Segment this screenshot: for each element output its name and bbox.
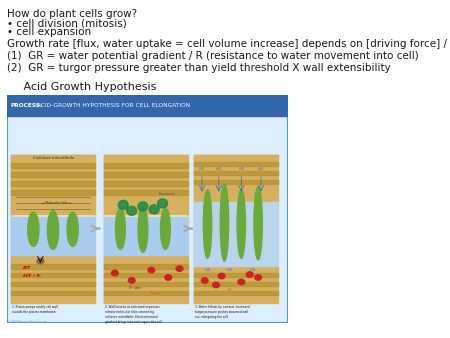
Text: • cell division (mitosis): • cell division (mitosis) <box>7 18 126 28</box>
Text: Acid Growth Hypothesis: Acid Growth Hypothesis <box>13 82 157 92</box>
Text: Growth rate [flux, water uptake = cell volume increase] depends on [driving forc: Growth rate [flux, water uptake = cell v… <box>7 39 450 49</box>
Text: • cell expansion: • cell expansion <box>7 27 91 37</box>
Text: How do plant cells grow?: How do plant cells grow? <box>7 9 137 19</box>
Text: (1)  GR = water potential gradient / R (resistance to water movement into cell): (1) GR = water potential gradient / R (r… <box>7 51 418 61</box>
Text: (2)  GR = turgor pressure greater than yield threshold X wall extensibility: (2) GR = turgor pressure greater than yi… <box>7 63 391 73</box>
